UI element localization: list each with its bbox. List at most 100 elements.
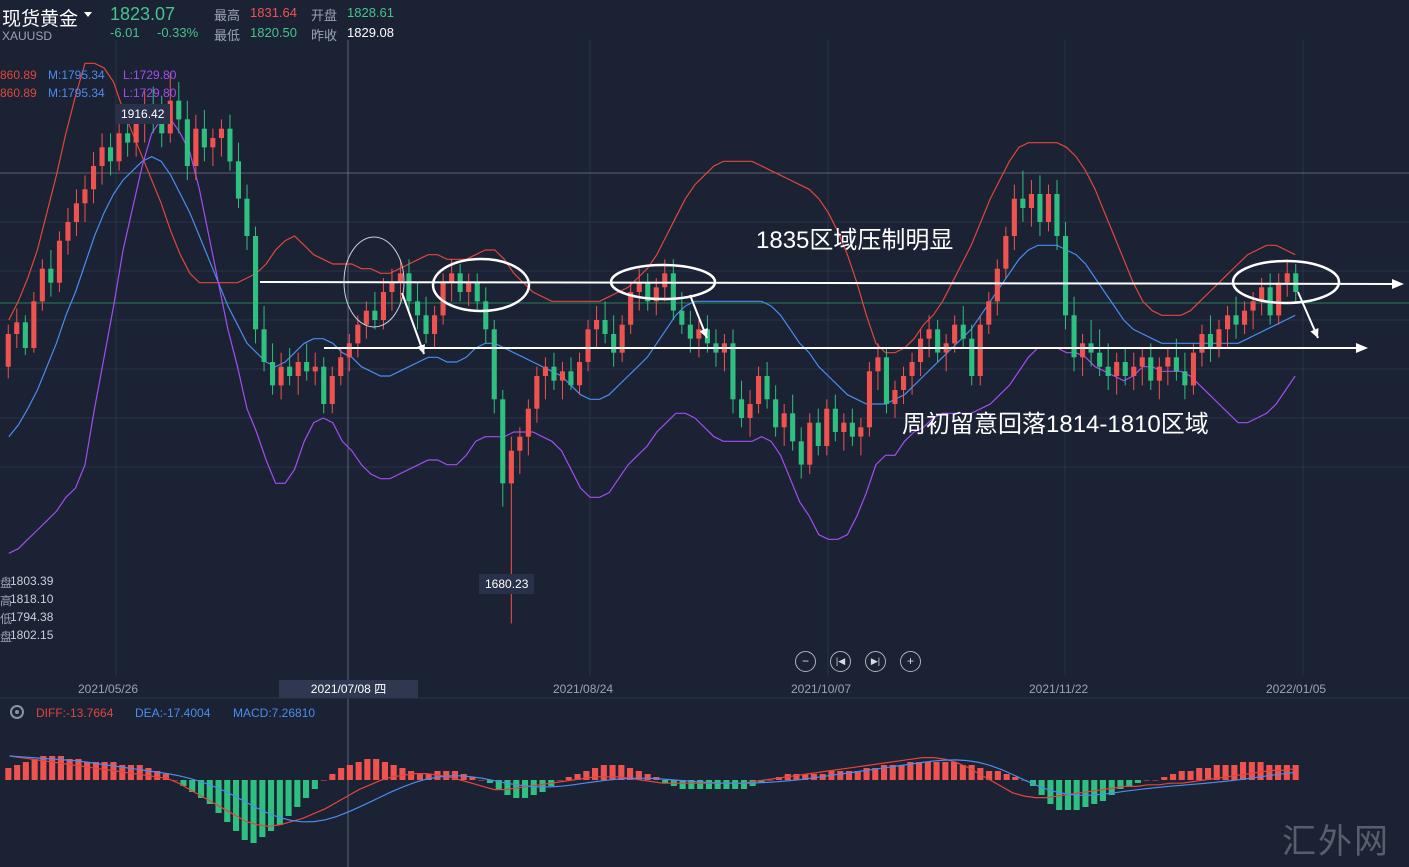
macd-bar [241, 780, 248, 840]
macd-bar [5, 768, 12, 780]
arrow-head [1356, 343, 1368, 353]
candle-body [483, 301, 489, 330]
candle-body [926, 329, 932, 339]
macd-bar [574, 774, 581, 780]
macd-dea-label: DEA:-17.4004 [135, 706, 211, 720]
macd-bar [1222, 765, 1229, 780]
candle-body [892, 390, 898, 404]
candle-body [1165, 357, 1171, 367]
chevron-down-icon[interactable] [84, 12, 92, 17]
macd-bar [57, 756, 64, 780]
macd-bar [933, 762, 940, 780]
scroll-left-button[interactable]: |◀ [830, 651, 851, 672]
macd-bar [399, 768, 406, 780]
scroll-right-button[interactable]: ▶| [865, 651, 886, 672]
candle-body [1045, 194, 1051, 222]
candle-body [1071, 315, 1077, 358]
candle-body [329, 376, 335, 404]
arrow-head [1392, 279, 1404, 289]
macd-bar [443, 771, 450, 780]
macd-bar [154, 771, 161, 780]
low-label: 最低 [214, 28, 241, 43]
candle-body [491, 329, 497, 400]
macd-bar [486, 780, 493, 783]
candle-body [918, 338, 924, 362]
candle-body [568, 371, 574, 386]
candle-body [611, 334, 617, 353]
macd-bar [810, 774, 817, 780]
candle-body [832, 408, 838, 432]
macd-bar [557, 780, 564, 781]
candle-body [99, 147, 105, 166]
candle-body [1199, 334, 1205, 353]
candle-body [1063, 236, 1069, 316]
candle-body [1011, 198, 1017, 236]
candle-body [636, 282, 642, 292]
candle-body [730, 343, 736, 400]
macd-bar [740, 780, 747, 789]
candle-body [994, 268, 1000, 302]
macd-bar [1099, 780, 1106, 801]
macd-bar [688, 780, 695, 789]
candle-body [1114, 362, 1120, 376]
macd-bar [101, 762, 108, 780]
gear-icon[interactable] [10, 705, 24, 719]
macd-bar [951, 762, 958, 780]
candle-body [176, 100, 182, 120]
candle-body [5, 334, 11, 367]
candle-body [628, 292, 634, 325]
annotation-ellipse [343, 236, 405, 328]
macd-bar [732, 780, 739, 789]
macd-bar [1012, 777, 1019, 780]
candle-body [773, 399, 779, 428]
zoom-out-button[interactable]: − [795, 651, 816, 672]
macd-bar [1126, 780, 1133, 786]
macd-bar [355, 762, 362, 780]
macd-bar [1213, 765, 1220, 780]
candle-body [1182, 371, 1188, 386]
macd-bar [530, 780, 537, 795]
candle-body [1225, 315, 1231, 330]
candle-body [517, 436, 523, 451]
macd-bar [1275, 765, 1282, 780]
candle-body [449, 273, 455, 283]
candle-body [815, 422, 821, 446]
candle-body [82, 189, 88, 204]
candle-body [363, 310, 369, 325]
candle-body [952, 324, 958, 344]
annotation-ellipse [431, 257, 531, 313]
arrow-head [416, 344, 425, 354]
candle-body [355, 324, 361, 344]
macd-bar [1205, 768, 1212, 780]
instrument-name[interactable]: 现货黄金 [2, 9, 79, 30]
macd-bar [583, 771, 590, 780]
macd-bar [907, 762, 914, 780]
candle-body [1080, 343, 1086, 358]
candle-body [184, 119, 190, 166]
macd-bar [198, 780, 205, 798]
macd-bar [136, 765, 143, 780]
macd-bar [881, 765, 888, 780]
candle-body [406, 273, 412, 302]
candle-body [65, 222, 71, 241]
candle-body [824, 408, 830, 446]
candle-body [756, 376, 762, 404]
candle-body [1233, 315, 1239, 325]
candle-body [312, 366, 318, 372]
macd-bar [92, 762, 99, 780]
candle-body [781, 413, 787, 428]
annotation-support: 周初留意回落1814-1810区域 [902, 411, 1209, 438]
candle-body [764, 376, 770, 400]
zoom-in-button[interactable]: + [900, 651, 921, 672]
candle-body [841, 422, 847, 432]
macd-bar [1187, 771, 1194, 780]
macd-bar [171, 780, 178, 781]
macd-bar [504, 780, 511, 795]
candle-body [304, 362, 310, 372]
candle-body [534, 376, 540, 409]
ohlc-close-label: 盘 [0, 630, 13, 644]
candle-body [1097, 352, 1103, 367]
boll-lower-1: L:1729.80 [123, 68, 177, 82]
